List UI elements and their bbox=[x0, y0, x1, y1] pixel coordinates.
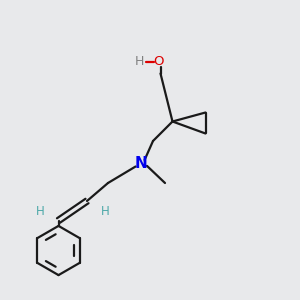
Text: H: H bbox=[36, 205, 45, 218]
Text: O: O bbox=[154, 55, 164, 68]
Text: H: H bbox=[100, 205, 109, 218]
Text: N: N bbox=[135, 156, 147, 171]
Text: H: H bbox=[135, 55, 144, 68]
